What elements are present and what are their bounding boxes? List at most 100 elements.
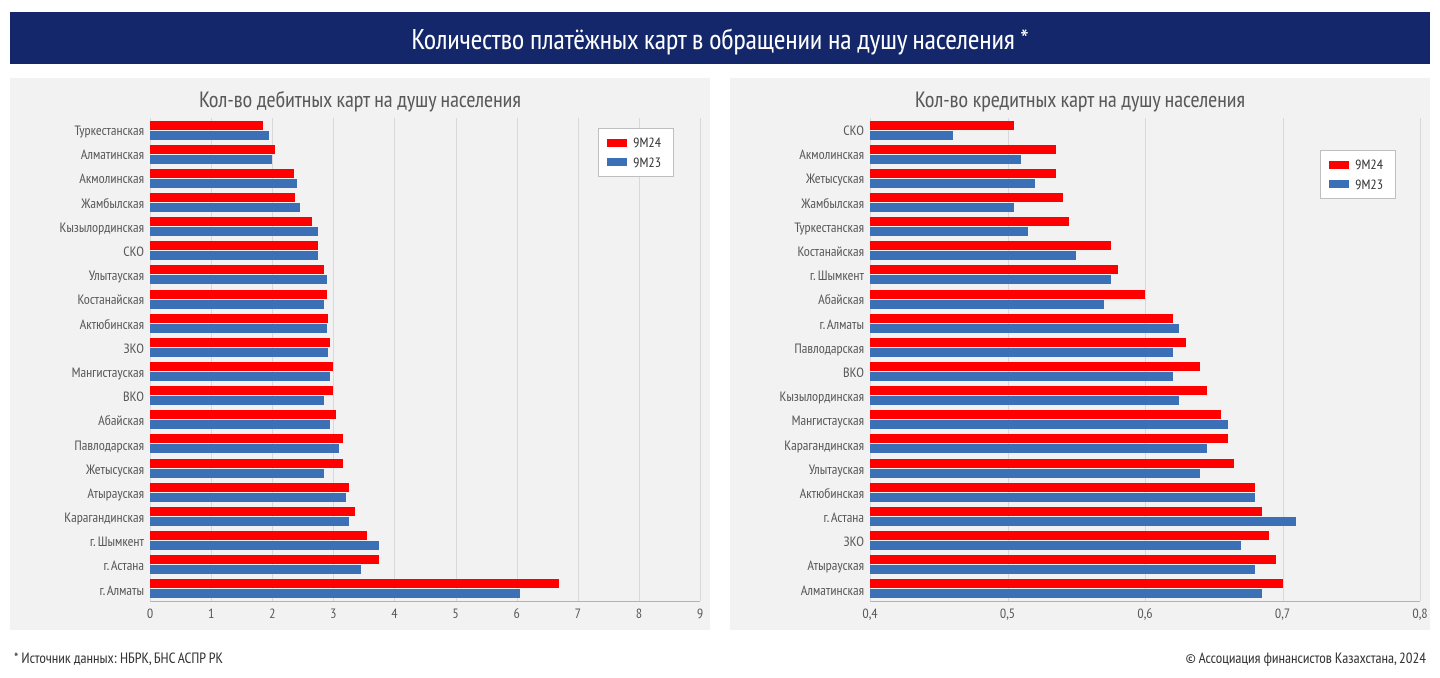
credit-bar-9m24 [870, 579, 1283, 588]
debit-bar-9m24 [150, 459, 343, 468]
credit-category-label: г. Астана [740, 505, 864, 529]
credit-bar-9m23 [870, 420, 1228, 429]
debit-bar-9m23 [150, 155, 272, 164]
gridline [1420, 118, 1421, 601]
debit-bar-9m23 [150, 203, 300, 212]
debit-category-label: Мангистауская [20, 360, 144, 384]
debit-bar-9m24 [150, 531, 367, 540]
debit-bar-9m24 [150, 338, 330, 347]
debit-category-label: Жетысуская [20, 457, 144, 481]
x-tick-label: 7 [575, 604, 581, 622]
x-tick-label: 1 [208, 604, 214, 622]
debit-bar-group [150, 314, 700, 333]
debit-category-label: Улытауская [20, 263, 144, 287]
debit-bar-9m23 [150, 372, 330, 381]
debit-bar-group [150, 531, 700, 550]
debit-category-label: Актюбинская [20, 312, 144, 336]
debit-bar-group [150, 193, 700, 212]
credit-bar-group [870, 121, 1420, 140]
credit-category-label: г. Шымкент [740, 263, 864, 287]
debit-bar-9m24 [150, 193, 295, 202]
credit-category-label: Туркестанская [740, 215, 864, 239]
legend-item: 9М24 [607, 133, 661, 153]
x-tick-label: 9 [697, 604, 703, 622]
debit-bar-group [150, 241, 700, 260]
x-tick-label: 0,7 [1275, 604, 1290, 622]
debit-bar-9m23 [150, 420, 330, 429]
credit-bar-9m24 [870, 121, 1014, 130]
debit-bar-9m24 [150, 434, 343, 443]
credit-bar-9m23 [870, 179, 1035, 188]
debit-bar-group [150, 483, 700, 502]
credit-bar-group [870, 241, 1420, 260]
credit-bar-9m24 [870, 290, 1145, 299]
credit-category-label: Абайская [740, 287, 864, 311]
debit-category-label: Абайская [20, 408, 144, 432]
credit-bar-group [870, 217, 1420, 236]
debit-bar-9m23 [150, 444, 339, 453]
x-tick-label: 0 [147, 604, 153, 622]
credit-bar-9m23 [870, 517, 1296, 526]
credit-category-label: ВКО [740, 360, 864, 384]
credit-bar-9m23 [870, 227, 1028, 236]
debit-chart-panel: Кол-во дебитных карт на душу населенияТу… [10, 78, 710, 630]
x-tick-label: 8 [636, 604, 642, 622]
debit-bar-9m24 [150, 314, 328, 323]
debit-x-axis: 0123456789 [150, 602, 700, 622]
credit-bar-9m23 [870, 372, 1173, 381]
credit-bar-9m24 [870, 338, 1186, 347]
debit-bar-9m23 [150, 227, 318, 236]
gridline [700, 118, 701, 601]
debit-bar-9m24 [150, 217, 312, 226]
debit-category-label: Кызылординская [20, 215, 144, 239]
legend-label: 9М24 [633, 133, 661, 153]
credit-bar-9m24 [870, 459, 1234, 468]
legend-swatch [607, 139, 627, 147]
debit-bar-group [150, 362, 700, 381]
credit-category-label: Алматинская [740, 578, 864, 602]
x-tick-label: 5 [452, 604, 458, 622]
x-tick-label: 4 [391, 604, 397, 622]
credit-bar-9m24 [870, 217, 1069, 226]
debit-bar-group [150, 555, 700, 574]
credit-bar-9m24 [870, 483, 1255, 492]
credit-category-label: Атырауская [740, 553, 864, 577]
debit-category-label: СКО [20, 239, 144, 263]
x-tick-label: 0,8 [1412, 604, 1427, 622]
debit-plot-area [150, 118, 700, 602]
debit-category-axis: ТуркестанскаяАлматинскаяАкмолинскаяЖамбы… [20, 118, 150, 602]
debit-bar-9m23 [150, 179, 297, 188]
x-tick-label: 0,5 [1000, 604, 1015, 622]
credit-bar-9m24 [870, 362, 1200, 371]
debit-bar-9m23 [150, 396, 324, 405]
debit-legend: 9М249М23 [598, 128, 674, 177]
debit-bar-group [150, 459, 700, 478]
debit-bar-group [150, 265, 700, 284]
credit-bar-9m23 [870, 541, 1241, 550]
credit-bar-9m24 [870, 314, 1173, 323]
debit-category-label: Акмолинская [20, 166, 144, 190]
credit-bar-group [870, 555, 1420, 574]
debit-bar-9m23 [150, 493, 346, 502]
debit-bar-9m23 [150, 469, 324, 478]
debit-bar-9m23 [150, 541, 379, 550]
credit-bar-9m23 [870, 396, 1179, 405]
credit-bar-9m24 [870, 386, 1207, 395]
debit-category-label: г. Алматы [20, 578, 144, 602]
credit-category-label: Карагандинская [740, 432, 864, 456]
credit-bar-group [870, 338, 1420, 357]
credit-bar-9m24 [870, 434, 1228, 443]
page-title: Количество платёжных карт в обращении на… [411, 20, 1028, 57]
legend-item: 9М23 [1329, 175, 1383, 195]
debit-category-label: Алматинская [20, 142, 144, 166]
debit-bar-9m24 [150, 579, 559, 588]
credit-bar-9m23 [870, 493, 1255, 502]
footnote-source: * Источник данных: НБРК, БНС АСПР РК [14, 649, 223, 668]
x-tick-label: 3 [330, 604, 336, 622]
credit-category-label: Актюбинская [740, 481, 864, 505]
legend-label: 9М23 [633, 153, 661, 173]
credit-category-label: Павлодарская [740, 336, 864, 360]
debit-bar-group [150, 338, 700, 357]
debit-bar-9m24 [150, 507, 355, 516]
credit-bar-9m24 [870, 169, 1056, 178]
